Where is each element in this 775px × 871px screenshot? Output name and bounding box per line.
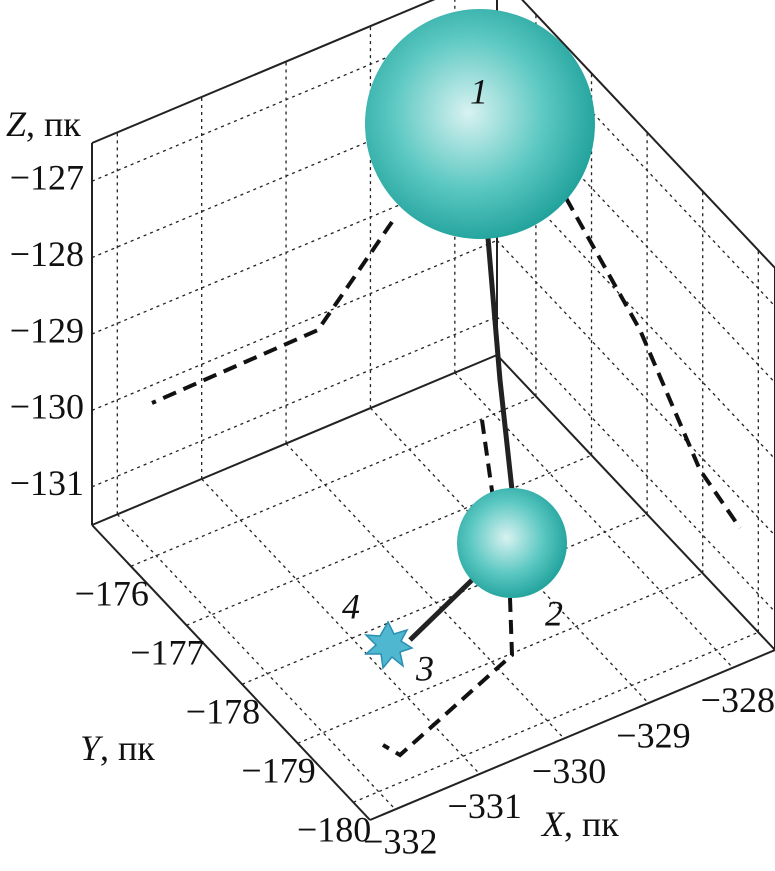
grid-line <box>496 239 775 536</box>
axis-unit: , пк <box>26 104 81 144</box>
star-marker <box>364 620 414 670</box>
y-tick-label: −180 <box>297 810 371 850</box>
axis-var: X <box>540 804 566 844</box>
x-axis-title: X, пк <box>540 804 619 844</box>
trajectory-line <box>408 578 474 642</box>
grid-line <box>116 513 396 810</box>
z-tick-label: −130 <box>10 387 84 427</box>
point-label: 4 <box>342 586 360 626</box>
grid-line <box>496 316 775 613</box>
sphere <box>457 488 567 598</box>
grid-line <box>454 372 734 669</box>
z-tick-label: −127 <box>10 157 84 197</box>
x-tick-label: −328 <box>701 680 775 720</box>
grid-line <box>353 631 759 803</box>
point-label: 2 <box>545 593 563 633</box>
z-tick-label: −131 <box>10 463 84 503</box>
x-tick-label: −330 <box>532 751 606 791</box>
x-tick-label: −329 <box>616 715 690 755</box>
box <box>91 0 775 821</box>
box-edge <box>91 354 498 526</box>
projection-line <box>381 597 515 758</box>
y-tick-label: −176 <box>75 574 149 614</box>
z-axis-title: Z, пк <box>6 104 81 144</box>
point-label: 1 <box>470 71 488 111</box>
box-edge <box>91 0 436 144</box>
grid-line <box>285 443 565 739</box>
grid-line <box>369 407 649 704</box>
grid-line <box>186 454 592 626</box>
y-tick-label: −177 <box>130 633 204 673</box>
x-tick-label: −332 <box>363 822 437 862</box>
sphere <box>365 9 595 239</box>
axis-var: Z <box>6 104 27 144</box>
projections <box>151 197 742 758</box>
axis-unit: , пк <box>100 728 155 768</box>
axis-var: Y <box>80 728 104 768</box>
grid-line <box>241 513 648 685</box>
grid-line <box>496 163 775 460</box>
grid-line <box>91 316 498 488</box>
projection-line <box>564 197 742 530</box>
z-tick-label: −128 <box>10 234 84 274</box>
y-axis-title: Y, пк <box>80 728 155 768</box>
axis-unit: , пк <box>564 804 619 844</box>
projection-line <box>151 220 394 405</box>
box-edge <box>521 0 775 269</box>
trajectory-line <box>485 237 515 491</box>
grid-line <box>297 572 703 744</box>
x-tick-label: −331 <box>448 786 522 826</box>
grid-line <box>496 10 775 307</box>
grid-line <box>496 87 775 384</box>
grid-line <box>130 395 537 567</box>
box-edge <box>496 354 775 651</box>
box-edge <box>91 524 371 821</box>
z-tick-label: −129 <box>10 310 84 350</box>
grid-line <box>91 239 498 411</box>
projection-line <box>480 419 496 506</box>
y-tick-label: −178 <box>186 692 260 732</box>
point-label: 3 <box>415 648 434 688</box>
box-edge <box>369 649 775 821</box>
y-tick-label: −179 <box>241 751 315 791</box>
